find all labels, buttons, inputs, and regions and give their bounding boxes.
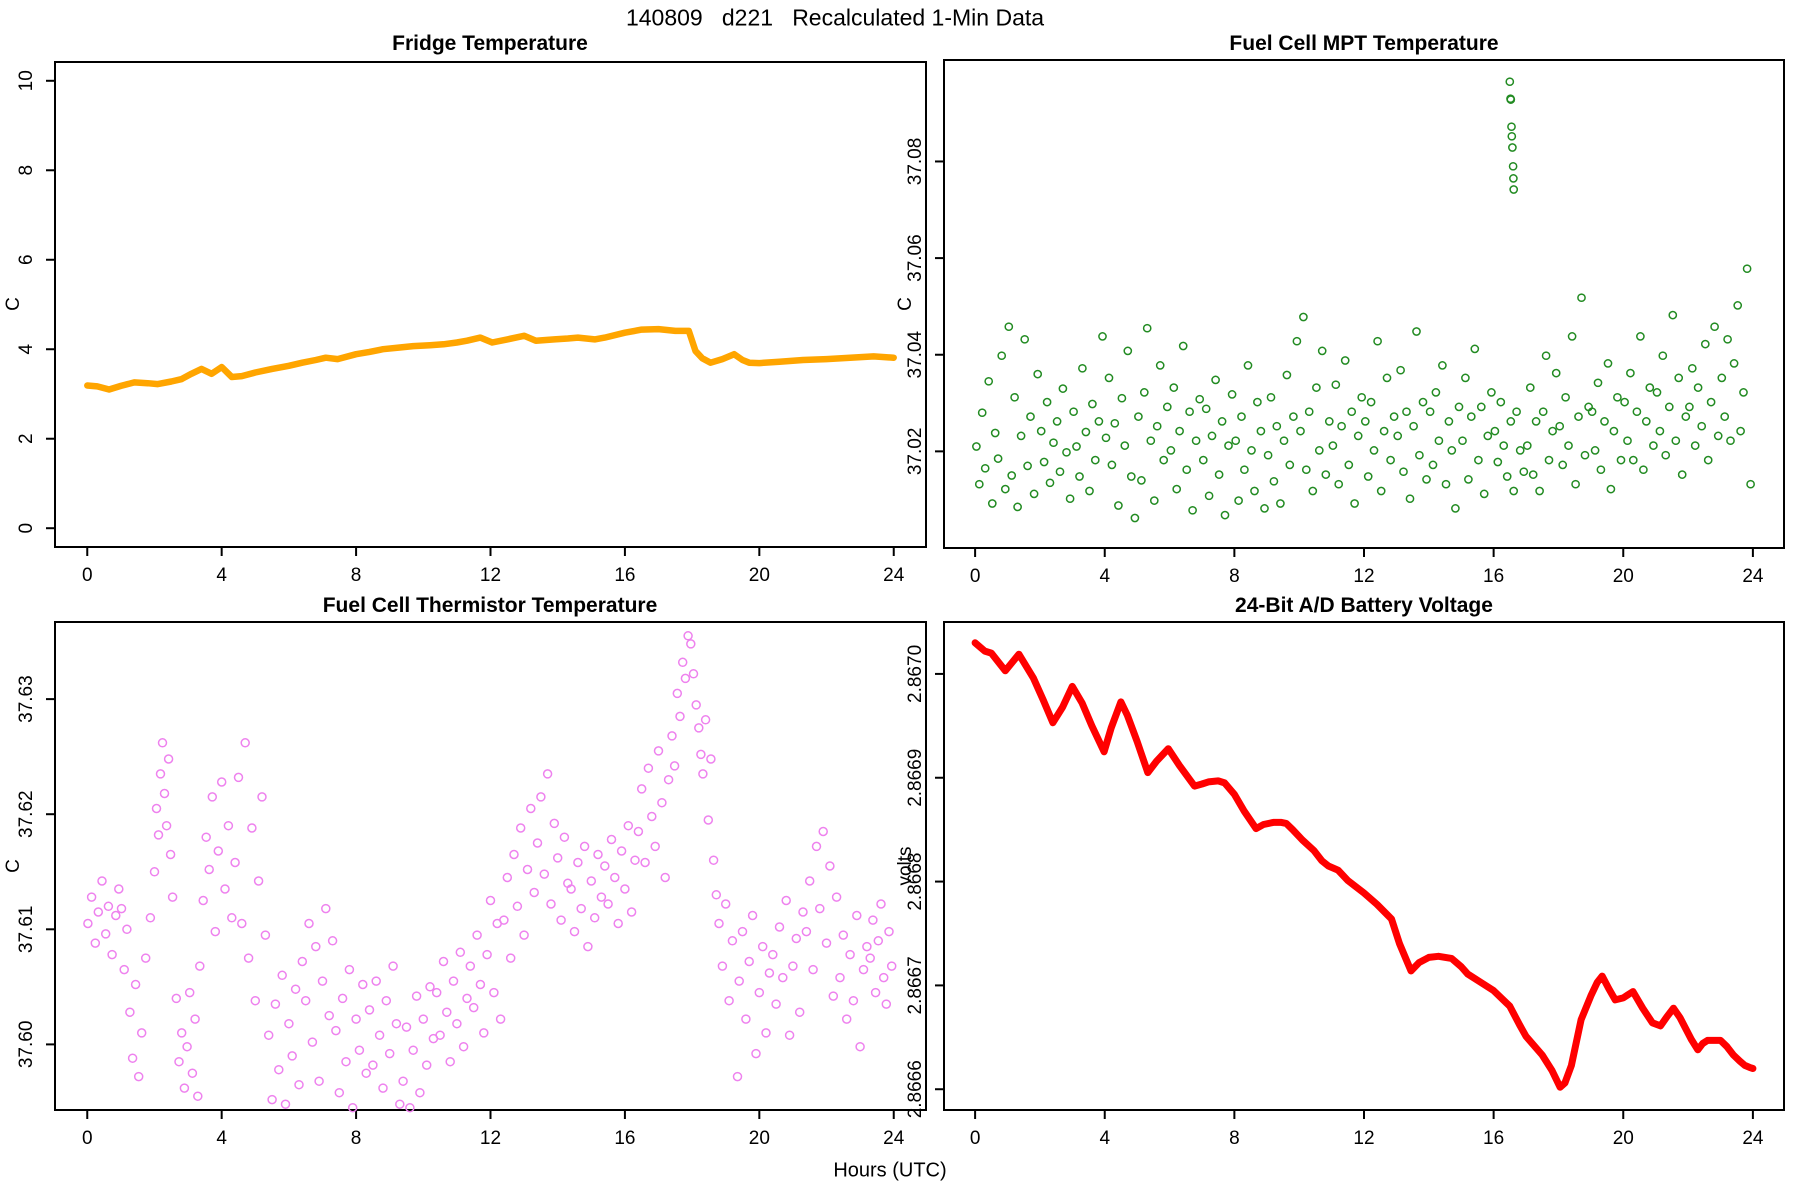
svg-text:12: 12 <box>1353 1128 1374 1149</box>
svg-text:24: 24 <box>1742 1128 1764 1149</box>
svg-text:24: 24 <box>883 1128 905 1149</box>
svg-text:24: 24 <box>883 565 905 586</box>
svg-text:2.8667: 2.8667 <box>905 956 926 1014</box>
svg-text:37.61: 37.61 <box>16 906 37 954</box>
svg-text:37.06: 37.06 <box>905 234 926 282</box>
svg-text:8: 8 <box>1229 566 1240 587</box>
svg-text:0: 0 <box>82 565 93 586</box>
svg-text:0: 0 <box>970 1128 981 1149</box>
panel-title-fridge-temperature: Fridge Temperature <box>392 32 588 55</box>
svg-text:37.63: 37.63 <box>16 675 37 723</box>
svg-text:16: 16 <box>614 565 635 586</box>
svg-text:12: 12 <box>1353 566 1374 587</box>
page-title: 140809 d221 Recalculated 1-Min Data <box>625 4 1045 31</box>
svg-text:20: 20 <box>1613 566 1634 587</box>
svg-text:8: 8 <box>16 165 37 176</box>
svg-text:12: 12 <box>480 1128 501 1149</box>
y-axis-label-volts: volts <box>895 846 916 886</box>
svg-text:16: 16 <box>1483 566 1504 587</box>
svg-text:37.02: 37.02 <box>905 428 926 476</box>
svg-text:4: 4 <box>216 1128 227 1149</box>
svg-text:20: 20 <box>749 1128 770 1149</box>
svg-text:4: 4 <box>216 565 227 586</box>
svg-text:20: 20 <box>1613 1128 1634 1149</box>
svg-text:37.62: 37.62 <box>16 790 37 838</box>
y-axis-label-mpt: C <box>895 297 916 311</box>
svg-text:16: 16 <box>614 1128 635 1149</box>
y-axis-label-thermistor: C <box>3 859 24 873</box>
svg-text:10: 10 <box>16 70 37 91</box>
svg-text:8: 8 <box>1229 1128 1240 1149</box>
svg-text:20: 20 <box>749 565 770 586</box>
svg-text:0: 0 <box>82 1128 93 1149</box>
svg-text:0: 0 <box>970 566 981 587</box>
svg-text:2.8670: 2.8670 <box>905 645 926 703</box>
panel-title-fuel-cell-mpt-temperature: Fuel Cell MPT Temperature <box>1229 32 1499 55</box>
svg-text:8: 8 <box>351 565 362 586</box>
svg-text:6: 6 <box>16 254 37 265</box>
svg-text:24: 24 <box>1742 566 1764 587</box>
x-axis-label-hours-utc: Hours (UTC) <box>833 1159 947 1182</box>
svg-text:12: 12 <box>480 565 501 586</box>
svg-text:4: 4 <box>16 344 37 355</box>
svg-text:4: 4 <box>1099 1128 1110 1149</box>
svg-text:0: 0 <box>16 523 37 534</box>
svg-text:2.8669: 2.8669 <box>905 749 926 807</box>
svg-text:8: 8 <box>351 1128 362 1149</box>
svg-text:16: 16 <box>1483 1128 1504 1149</box>
panel-title-battery-voltage: 24-Bit A/D Battery Voltage <box>1235 594 1493 617</box>
svg-text:37.60: 37.60 <box>16 1021 37 1069</box>
svg-text:2.8666: 2.8666 <box>905 1060 926 1118</box>
svg-text:37.08: 37.08 <box>905 138 926 186</box>
svg-text:4: 4 <box>1099 566 1110 587</box>
svg-text:2: 2 <box>16 433 37 444</box>
y-axis-label-fridge: C <box>3 297 24 311</box>
panel-title-fuel-cell-thermistor-temperature: Fuel Cell Thermistor Temperature <box>322 594 658 617</box>
svg-text:2.8668: 2.8668 <box>905 853 926 911</box>
svg-text:37.04: 37.04 <box>905 331 926 379</box>
